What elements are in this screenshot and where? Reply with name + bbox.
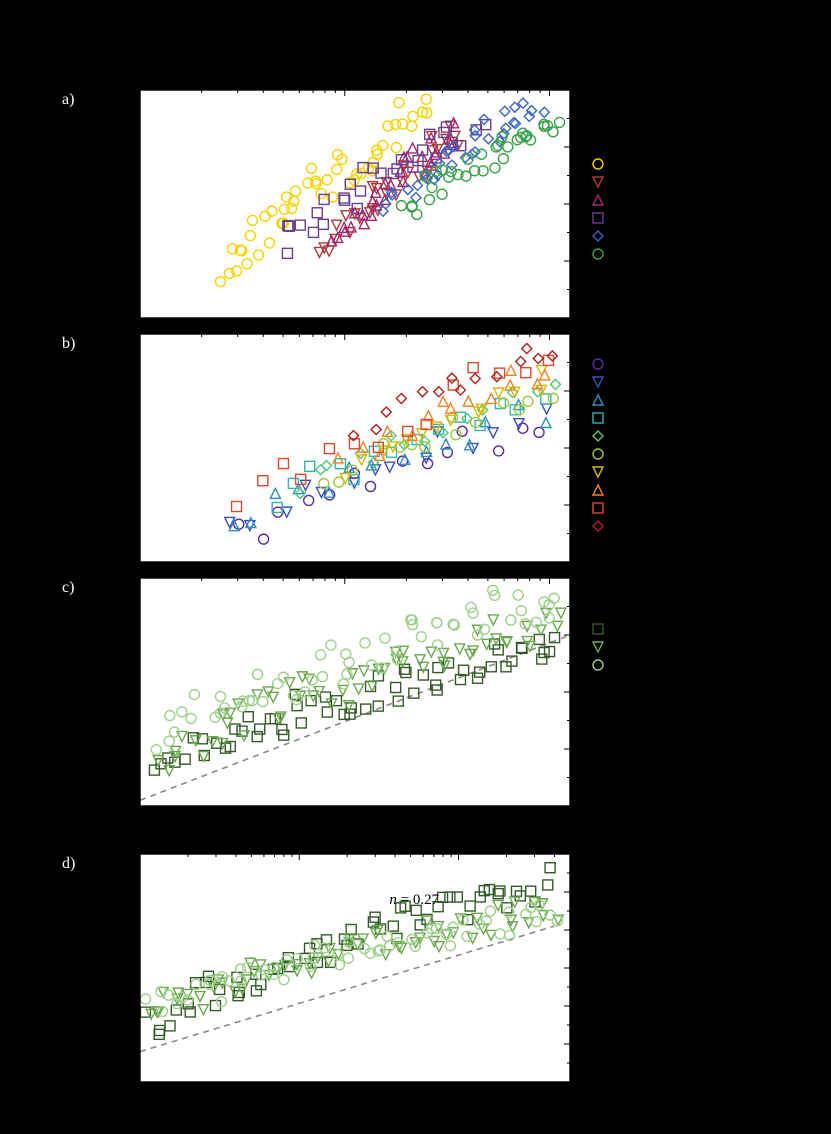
ytick-label: 1.5 bbox=[114, 922, 130, 937]
xtick-label: 10000 bbox=[442, 1090, 475, 1105]
ytick-label: 0 bbox=[124, 798, 131, 813]
legend-item-label: 10 bbox=[612, 465, 624, 479]
ytick-label: 0.5 bbox=[114, 998, 130, 1013]
xtick-label: 0.1 bbox=[132, 814, 148, 829]
ytick-label: 10 bbox=[117, 497, 130, 512]
legend-item-label: 12 bbox=[612, 622, 624, 636]
ytick-label: 0 bbox=[124, 554, 131, 569]
ytick-label: 30 bbox=[117, 383, 130, 398]
panel-letter: a) bbox=[62, 91, 74, 108]
legend-item-label: 1 bbox=[612, 375, 618, 389]
legend-item-label: 2 bbox=[612, 393, 618, 407]
ytick-label: 40 bbox=[117, 570, 130, 585]
xtick-label: 10 bbox=[543, 814, 556, 829]
ytick-label: 40 bbox=[117, 82, 130, 97]
ytick-label: -0.5 bbox=[109, 1074, 130, 1089]
legend-item-label: 5 bbox=[612, 429, 618, 443]
ytick-label: 20 bbox=[117, 440, 130, 455]
ytick-label: 2.0 bbox=[114, 884, 130, 899]
legend-item-label: 0.12 bbox=[612, 211, 633, 225]
panel-a: 010203040Rz (μm)a)a (mm) :0.030.040.080.… bbox=[62, 82, 636, 325]
legend-item-label: 16 bbox=[612, 501, 624, 515]
ytick-label: 2.5 bbox=[114, 846, 130, 861]
legend-item-label: 27 bbox=[612, 658, 624, 672]
ytick-label: 40 bbox=[117, 326, 130, 341]
panel-letter: b) bbox=[62, 335, 75, 352]
legend-item-label: 8 bbox=[612, 447, 618, 461]
annotation-text: n = 0.27 bbox=[389, 892, 439, 908]
panel-b: 010203040Rz (μm)b)V (mm/s)0.512458101216… bbox=[62, 326, 639, 569]
axis-label: aV (mm2/s) bbox=[314, 832, 396, 853]
legend-item-label: 0.08 bbox=[612, 193, 633, 207]
xtick-label: 100 bbox=[130, 1090, 150, 1105]
ytick-label: 1.0 bbox=[114, 960, 130, 975]
figure-svg: 010203040Rz (μm)a)a (mm) :0.030.040.080.… bbox=[0, 0, 831, 1134]
panel-letter: d) bbox=[62, 855, 75, 872]
legend-item-label: 20 bbox=[612, 519, 624, 533]
ytick-label: 20 bbox=[117, 196, 130, 211]
legend-item-label: 0.44 bbox=[612, 247, 633, 261]
ytick-label: 10 bbox=[117, 253, 130, 268]
xtick-label: 1000 bbox=[286, 1090, 312, 1105]
legend-item-label: 0.03 bbox=[612, 157, 633, 171]
legend-item-label: 0.22 bbox=[612, 229, 633, 243]
legend-item-label: 20 bbox=[612, 640, 624, 654]
legend-title: V (mm/s) bbox=[590, 338, 639, 353]
legend-item-label: 4 bbox=[612, 411, 618, 425]
plot-area bbox=[140, 578, 570, 806]
xtick-label: 1 bbox=[342, 814, 349, 829]
legend-item-label: 0.04 bbox=[612, 175, 633, 189]
panel-letter: c) bbox=[62, 579, 74, 596]
ytick-label: 0 bbox=[124, 310, 131, 325]
ytick-label: 20 bbox=[117, 684, 130, 699]
ytick-label: 30 bbox=[117, 139, 130, 154]
legend-title: a (mm) : bbox=[590, 138, 636, 153]
legend-item-label: 0.5 bbox=[612, 357, 627, 371]
ytick-label: 30 bbox=[117, 627, 130, 642]
ytick-label: 0.0 bbox=[114, 1036, 130, 1051]
plot-area bbox=[140, 334, 570, 562]
legend-item-label: 12 bbox=[612, 483, 624, 497]
ytick-label: 10 bbox=[117, 741, 130, 756]
